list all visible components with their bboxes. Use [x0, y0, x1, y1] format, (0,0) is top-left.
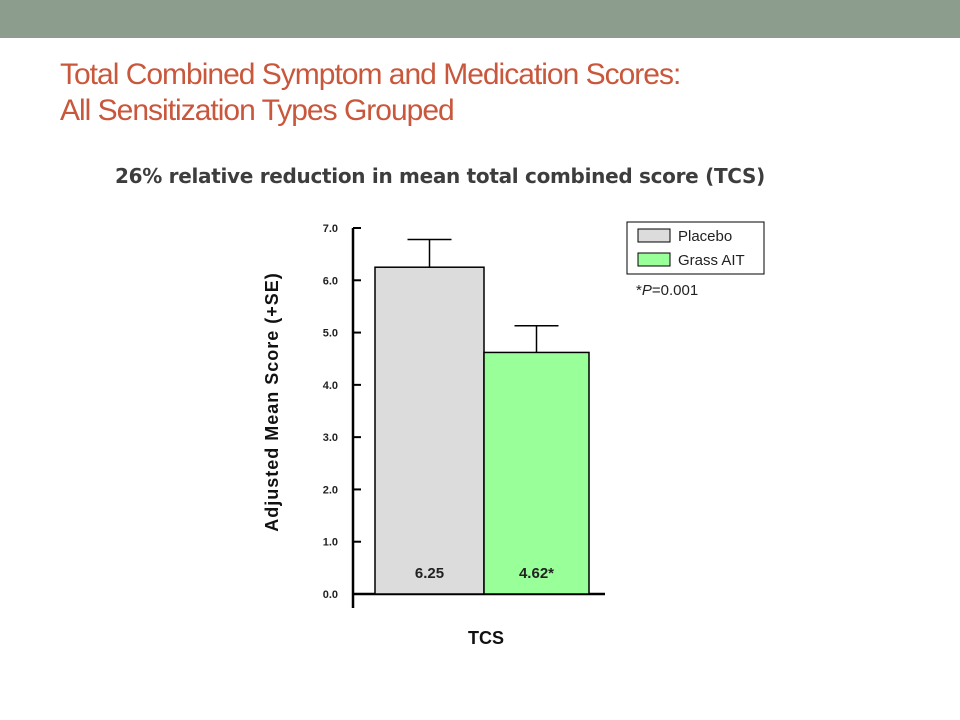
slide-title: Total Combined Symptom and Medication Sc… [60, 57, 920, 129]
p-value-star: * [636, 282, 642, 299]
p-value-annotation: *P=0.001 [636, 282, 698, 299]
y-tick-label: 2.0 [323, 484, 338, 496]
bar-placebo [374, 266, 485, 595]
y-tick-label: 4.0 [323, 380, 338, 392]
top-band [0, 0, 960, 38]
bar-grass-ait [483, 351, 590, 595]
slide-title-line-2: All Sensitization Types Grouped [60, 94, 455, 127]
data-label: 6.25 [415, 565, 444, 582]
p-value-number: =0.001 [652, 282, 698, 299]
slide-title-line-1: Total Combined Symptom and Medication Sc… [60, 58, 681, 91]
plot-area: 0.0 1.0 2.0 3.0 4.0 5.0 6.0 7.0 6.25 4.62* Adjuste… [262, 221, 765, 648]
y-tick-label: 6.0 [323, 275, 338, 287]
legend-label-grass-ait: Grass AIT [678, 252, 745, 269]
y-axis-label: Adjusted Mean Score (+SE) [262, 272, 282, 532]
data-label: 4.62* [519, 565, 554, 582]
y-tick-label: 1.0 [323, 537, 338, 549]
legend-swatch-placebo [637, 228, 671, 243]
y-tick-label: 5.0 [323, 328, 338, 340]
chart-title: 26% relative reduction in mean total com… [115, 164, 765, 188]
legend-swatch-grass-ait [637, 252, 671, 267]
y-tick-label: 0.0 [323, 589, 338, 601]
y-tick-label: 3.0 [323, 432, 338, 444]
p-value-symbol: P [642, 282, 652, 299]
x-axis-label: TCS [468, 628, 504, 648]
legend-label-placebo: Placebo [678, 228, 732, 245]
y-tick-label: 7.0 [323, 223, 338, 235]
